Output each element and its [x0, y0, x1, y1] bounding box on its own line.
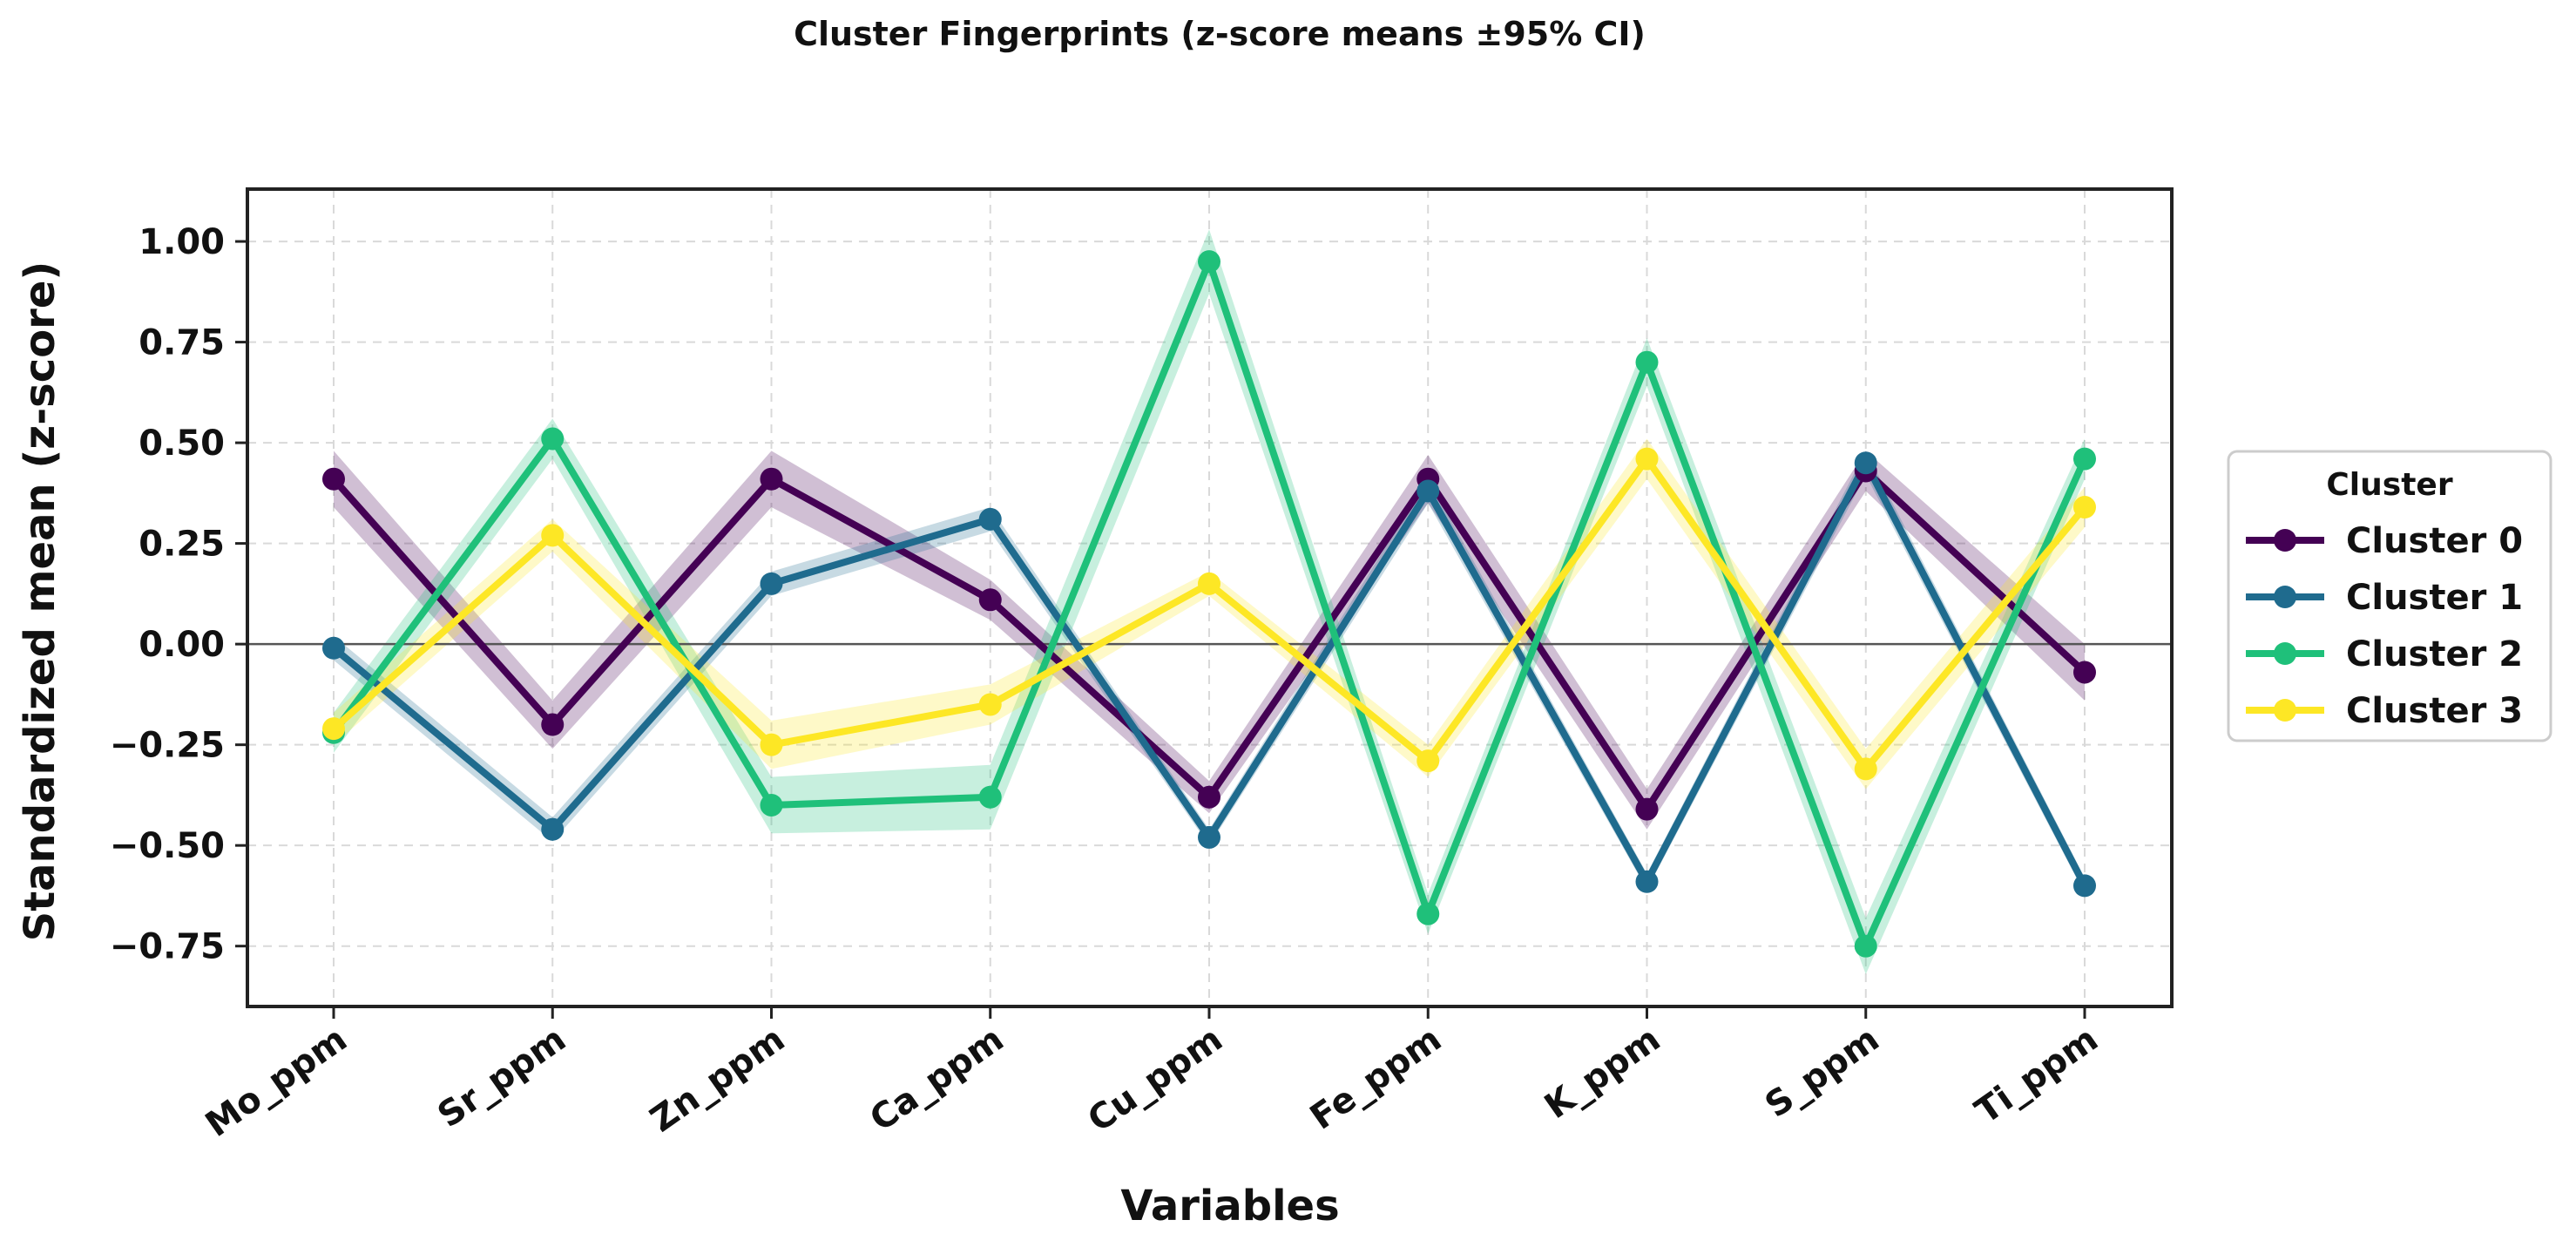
y-tick-label: 0.50: [139, 424, 225, 464]
x-tick-label: Fe_ppm: [1303, 1020, 1449, 1138]
legend-label: Cluster 2: [2346, 634, 2523, 674]
y-tick-label: 1.00: [139, 222, 225, 262]
data-point: [2073, 447, 2096, 471]
confidence-band: [334, 229, 2085, 975]
data-point: [760, 733, 783, 756]
x-tick-label: Sr_ppm: [430, 1020, 573, 1136]
y-tick-label: −0.25: [110, 726, 225, 766]
data-point: [760, 467, 783, 491]
data-point: [2073, 496, 2096, 519]
legend-title: Cluster: [2326, 467, 2452, 503]
data-point: [978, 507, 1002, 531]
x-tick-label: K_ppm: [1538, 1020, 1667, 1128]
y-tick-label: −0.50: [110, 826, 225, 866]
data-point: [322, 467, 345, 491]
x-tick-label: S_ppm: [1758, 1020, 1886, 1126]
legend-label: Cluster 1: [2346, 578, 2523, 618]
confidence-band: [334, 451, 2085, 894]
data-point: [760, 793, 783, 817]
data-point: [1198, 825, 1220, 849]
x-tick-label: Mo_ppm: [199, 1020, 355, 1146]
data-point: [1854, 757, 1877, 781]
legend-marker: [2274, 586, 2296, 608]
data-point: [1854, 451, 1877, 475]
y-tick-label: 0.25: [139, 525, 225, 565]
data-point: [1635, 447, 1659, 471]
legend-items: Cluster 0 Cluster 1 Cluster 2 Cluster 3: [2246, 521, 2523, 731]
data-point: [541, 524, 565, 547]
data-point: [541, 427, 565, 451]
legend-label: Cluster 0: [2346, 521, 2523, 561]
data-point: [760, 572, 783, 595]
x-axis-label: Variables: [1120, 1182, 1339, 1230]
data-point: [322, 636, 345, 660]
data-point: [1416, 479, 1440, 503]
data-point: [1635, 797, 1659, 821]
data-point: [1198, 785, 1220, 809]
legend-marker: [2274, 529, 2296, 552]
data-point: [1198, 250, 1220, 274]
y-tick-label: 0.75: [139, 323, 225, 363]
data-point: [1635, 870, 1659, 893]
x-axis-ticks: Mo_ppm Sr_ppm Zn_ppm Ca_ppm Cu_ppm Fe_ppm K_pp…: [199, 1006, 2106, 1145]
data-point: [1416, 749, 1440, 773]
data-point: [1635, 350, 1659, 374]
data-point: [978, 785, 1002, 809]
data-point: [1198, 572, 1220, 595]
data-point: [2073, 874, 2096, 898]
y-tick-label: −0.75: [110, 927, 225, 967]
legend-box: [2227, 450, 2552, 742]
legend-marker: [2274, 642, 2296, 665]
confidence-bands: [334, 229, 2085, 975]
x-tick-label: Ca_ppm: [863, 1020, 1011, 1140]
chart-title: Cluster Fingerprints (z-score means ±95%…: [794, 15, 1646, 53]
x-tick-label: Cu_ppm: [1081, 1020, 1230, 1141]
series-points: [322, 250, 2096, 958]
data-point: [978, 588, 1002, 612]
y-axis-label: Standardized mean (z-score): [16, 261, 64, 942]
data-point: [1854, 934, 1877, 958]
data-point: [2073, 661, 2096, 684]
data-point: [541, 817, 565, 841]
x-tick-label: Zn_ppm: [643, 1020, 792, 1141]
data-point: [322, 717, 345, 741]
data-point: [1416, 902, 1440, 925]
legend-marker: [2274, 699, 2296, 722]
y-axis-ticks: −0.75 −0.50 −0.25 0.00 0.25 0.50 0.75 1.00: [110, 222, 247, 967]
x-tick-label: Ti_ppm: [1968, 1020, 2105, 1132]
legend-label: Cluster 3: [2346, 691, 2523, 731]
y-tick-label: 0.00: [139, 625, 225, 665]
data-point: [978, 693, 1002, 716]
data-point: [541, 713, 565, 736]
